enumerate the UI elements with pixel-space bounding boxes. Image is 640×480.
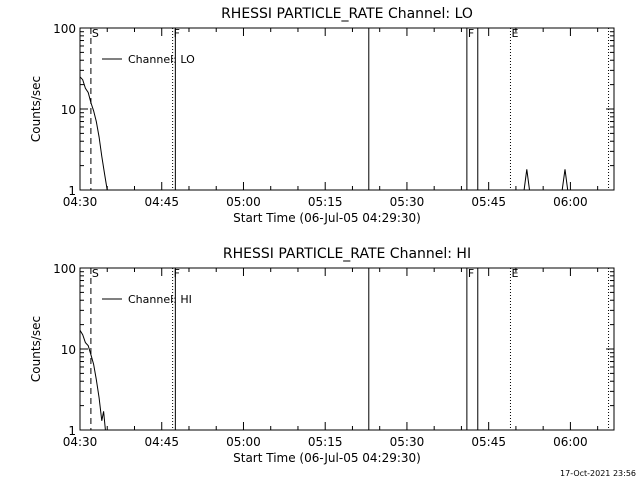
- x-tick-label: 05:00: [226, 195, 261, 209]
- x-tick-label: 04:45: [144, 195, 179, 209]
- y-tick-label: 1: [68, 184, 76, 198]
- x-axis-label: Start Time (06-Jul-05 04:29:30): [233, 451, 421, 465]
- legend-label: Channel: LO: [128, 53, 195, 66]
- event-marker-label: S: [92, 27, 99, 40]
- event-marker-label: F: [468, 267, 474, 280]
- x-tick-label: 04:30: [63, 435, 98, 449]
- x-tick-label: 04:30: [63, 195, 98, 209]
- x-tick-label: 05:15: [308, 435, 343, 449]
- x-tick-label: 05:30: [390, 435, 425, 449]
- series-line: [523, 169, 530, 191]
- x-tick-label: 05:45: [471, 195, 506, 209]
- y-axis-label: Counts/sec: [29, 76, 43, 142]
- x-tick-label: 05:45: [471, 435, 506, 449]
- panel-lo: RHESSI PARTICLE_RATE Channel: LO 04:30 04:…: [29, 6, 615, 225]
- x-tick-label: 06:00: [553, 435, 588, 449]
- event-marker-label: F: [174, 27, 180, 40]
- x-tick-label: 05:15: [308, 195, 343, 209]
- panel-hi: RHESSI PARTICLE_RATE Channel: HI 04:30 04:…: [29, 246, 615, 465]
- y-axis-label: Counts/sec: [29, 316, 43, 382]
- y-tick-label: 1: [68, 424, 76, 438]
- chart-title: RHESSI PARTICLE_RATE Channel: LO: [221, 6, 473, 22]
- x-tick-label: 05:30: [390, 195, 425, 209]
- series-line: [79, 76, 108, 191]
- x-tick-label: 06:00: [553, 195, 588, 209]
- legend-label: Channel: HI: [128, 293, 192, 306]
- y-tick-label: 100: [53, 22, 76, 36]
- event-marker-label: E: [511, 267, 518, 280]
- chart-title: RHESSI PARTICLE_RATE Channel: HI: [223, 246, 471, 262]
- series-line: [79, 330, 106, 431]
- event-marker-label: E: [511, 27, 518, 40]
- x-tick-label: 05:00: [226, 435, 261, 449]
- timestamp: 17-Oct-2021 23:56: [560, 469, 636, 478]
- x-tick-label: 04:45: [144, 435, 179, 449]
- event-marker-label: F: [468, 27, 474, 40]
- event-marker-label: F: [174, 267, 180, 280]
- y-tick-label: 100: [53, 262, 76, 276]
- x-axis-label: Start Time (06-Jul-05 04:29:30): [233, 211, 421, 225]
- y-tick-label: 10: [61, 343, 76, 357]
- event-marker-label: S: [92, 267, 99, 280]
- y-tick-label: 10: [61, 103, 76, 117]
- series-line: [561, 169, 569, 191]
